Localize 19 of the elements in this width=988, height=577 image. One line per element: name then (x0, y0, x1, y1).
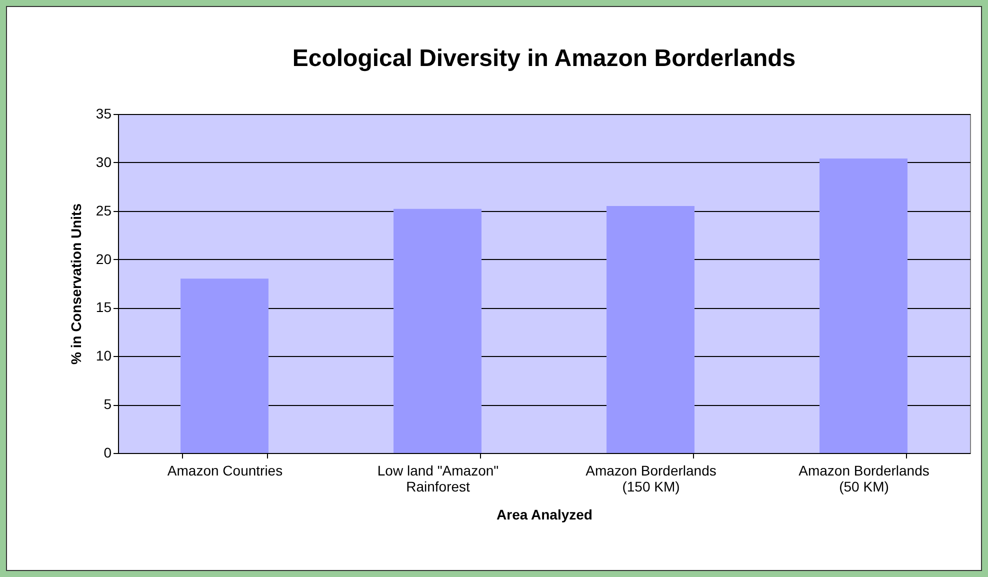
x-tick-label: Amazon Borderlands (150 KM) (586, 462, 716, 494)
y-axis-title: % in Conservation Units (68, 203, 84, 365)
y-tick-label: 20 (96, 250, 112, 267)
x-axis-title: Area Analyzed (496, 506, 592, 522)
y-tick-label: 25 (96, 202, 112, 218)
chart-title: Ecological Diversity in Amazon Borderlands (292, 45, 796, 72)
x-tick-label: Low land "Amazon" Rainforest (377, 462, 499, 494)
y-tick-label: 15 (96, 299, 112, 316)
bar (180, 278, 268, 453)
bar (606, 206, 694, 453)
bar (394, 208, 482, 453)
y-tick-label: 30 (96, 154, 112, 170)
bar (820, 158, 908, 453)
y-tick-label: 35 (96, 106, 112, 122)
x-tick-label: Amazon Borderlands (50 KM) (798, 462, 930, 494)
x-tick-label: Amazon Countries (167, 462, 283, 478)
y-tick-label: 10 (96, 348, 112, 364)
y-tick-label: 0 (104, 444, 112, 460)
y-tick-label: 5 (104, 396, 112, 412)
